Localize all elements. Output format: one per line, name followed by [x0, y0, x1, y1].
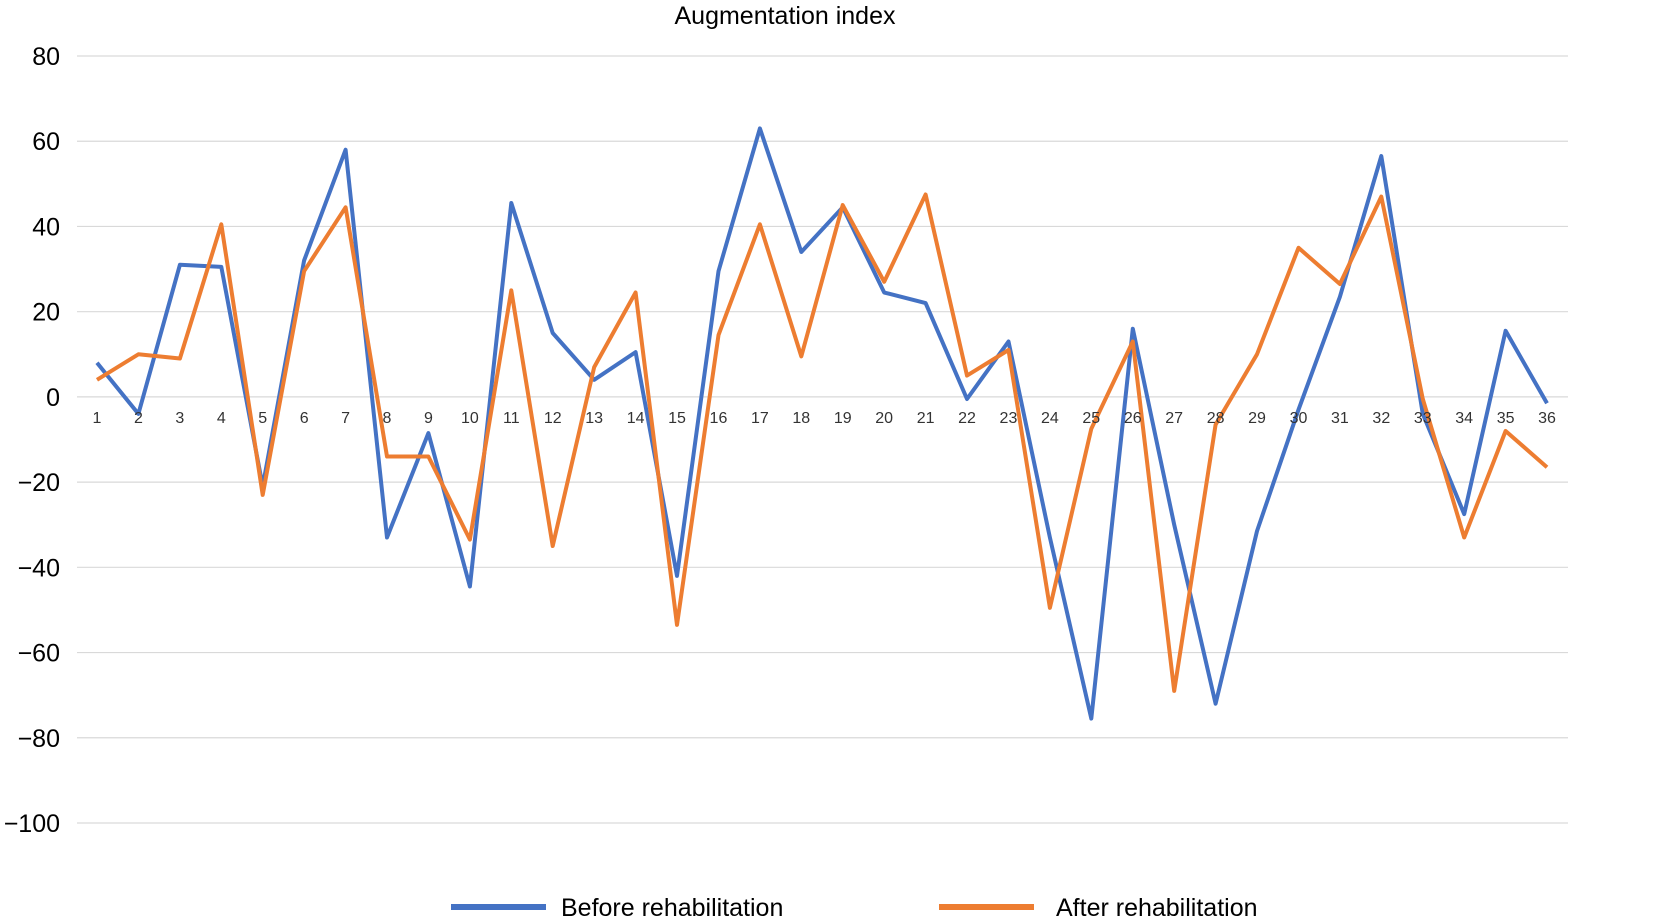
gridlines: [77, 55, 1568, 824]
x-tick-label: 34: [1455, 410, 1473, 427]
x-tick-label: 25: [1082, 410, 1100, 427]
x-tick-label: 29: [1248, 410, 1266, 427]
x-tick-label: 14: [627, 410, 645, 427]
y-tick-label: 20: [32, 299, 60, 327]
legend-label: After rehabilitation: [1056, 894, 1258, 920]
legend: Before rehabilitation After rehabilitatio…: [451, 894, 1258, 920]
x-tick-label: 17: [751, 410, 769, 427]
x-tick-label: 2: [134, 410, 143, 427]
x-tick-label: 15: [668, 410, 686, 427]
y-tick-label: 0: [46, 384, 60, 412]
x-tick-label: 9: [424, 410, 433, 427]
x-tick-label: 35: [1497, 410, 1515, 427]
x-tick-label: 31: [1331, 410, 1349, 427]
y-tick-label: 60: [32, 128, 60, 156]
x-tick-label: 5: [258, 410, 267, 427]
x-tick-label: 26: [1124, 410, 1142, 427]
x-tick-label: 10: [461, 410, 479, 427]
x-tick-label: 12: [544, 410, 562, 427]
y-tick-label: −40: [18, 554, 60, 582]
y-tick-label: −100: [4, 810, 60, 838]
x-tick-label: 20: [875, 410, 893, 427]
x-tick-label: 33: [1414, 410, 1432, 427]
y-axis-tick-labels: 80 60 40 20 0 −20 −40 −60 −80 −100: [4, 43, 60, 838]
x-tick-label: 3: [175, 410, 184, 427]
x-tick-label: 16: [710, 410, 728, 427]
x-tick-label: 19: [834, 410, 852, 427]
y-tick-label: 40: [32, 213, 60, 241]
y-tick-label: −20: [18, 469, 60, 497]
x-tick-label: 36: [1538, 410, 1556, 427]
x-axis-tick-labels: 1 2 3 4 5 6 7 8 9 10 11 12 13 14 15 16 17 18 19 20 21 22 23 24 2…: [93, 410, 1557, 427]
x-tick-label: 11: [503, 410, 520, 427]
y-tick-label: −80: [18, 725, 60, 753]
x-tick-label: 7: [341, 410, 350, 427]
y-tick-label: 80: [32, 43, 60, 71]
x-tick-label: 32: [1372, 410, 1390, 427]
y-tick-label: −60: [18, 640, 60, 668]
x-tick-label: 8: [383, 410, 392, 427]
legend-label: Before rehabilitation: [561, 894, 783, 920]
x-tick-label: 24: [1041, 410, 1059, 427]
x-tick-label: 13: [585, 410, 603, 427]
x-tick-label: 27: [1165, 410, 1183, 427]
x-tick-label: 22: [958, 410, 976, 427]
x-tick-label: 28: [1207, 410, 1225, 427]
x-tick-label: 30: [1290, 410, 1308, 427]
x-tick-label: 21: [917, 410, 935, 427]
chart-title: Augmentation index: [675, 2, 896, 30]
series-lines: [95, 126, 1549, 721]
series-line-before-rehabilitation: [95, 126, 1549, 721]
x-tick-label: 1: [93, 410, 102, 427]
series-line-after-rehabilitation: [95, 192, 1549, 693]
x-tick-label: 6: [300, 410, 309, 427]
x-tick-label: 23: [1000, 410, 1018, 427]
x-tick-label: 18: [792, 410, 810, 427]
x-tick-label: 4: [217, 410, 226, 427]
